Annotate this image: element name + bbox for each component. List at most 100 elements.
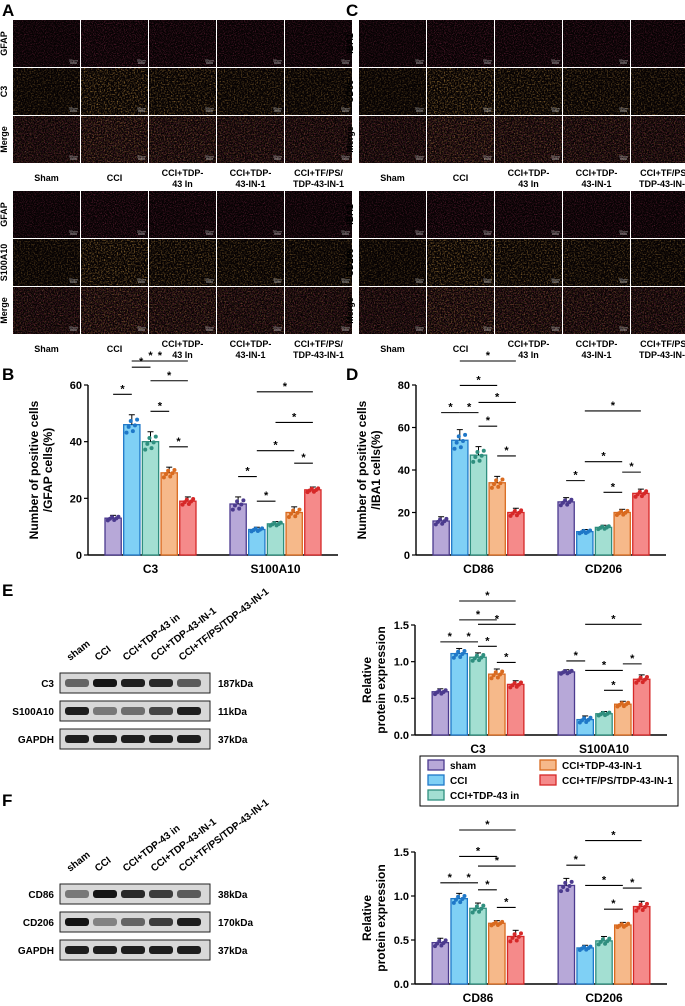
panel-letter-b: B xyxy=(2,365,14,384)
if-c2-scale-bar-label: 50 μm xyxy=(483,278,492,282)
data-point xyxy=(489,485,494,490)
if-c2-micrograph: 50 μm xyxy=(631,287,685,334)
blot-protein-label: C3 xyxy=(41,679,54,690)
if-c1-scale-bar-label: 50 μm xyxy=(483,155,492,159)
if-c1-row-label: Merge xyxy=(345,126,355,153)
data-point xyxy=(481,653,486,658)
data-point xyxy=(184,497,189,502)
data-point xyxy=(237,506,242,511)
lane-label: CCI xyxy=(93,855,114,874)
legend-swatch xyxy=(539,759,557,771)
western-blot-e: sham CCI CCI+TDP-43 inCCI+TDP-43-IN-1CCI+T… xyxy=(12,586,272,750)
if-a1-group-label: CCI xyxy=(107,173,123,183)
lane-label: CCI xyxy=(93,644,114,663)
data-point xyxy=(437,939,442,944)
if-c1-micrograph: 50 μm xyxy=(359,116,426,163)
if-c2-micrograph: 50 μm xyxy=(359,287,426,334)
significance-star: * xyxy=(504,651,509,663)
significance-star: * xyxy=(611,613,616,625)
blot-band xyxy=(149,918,173,926)
significance-star: * xyxy=(467,402,472,414)
bar xyxy=(632,678,651,736)
data-point xyxy=(161,475,166,480)
legend-label: CCI+TDP-43-IN-1 xyxy=(562,761,642,772)
legend-label: CCI+TDP-43 in xyxy=(450,791,519,802)
blot-band xyxy=(93,679,117,687)
if-c2-micrograph: 50 μm xyxy=(427,191,494,238)
if-a2-group-label: 43-IN-1 xyxy=(235,350,265,360)
chart-f: 0.0 0.5 1.0 1.5 Relative protein expression CD… xyxy=(360,819,667,1005)
bar xyxy=(104,517,122,556)
legend-swatch xyxy=(427,759,445,771)
if-a1-scale-bar-label: 50 μm xyxy=(273,107,282,111)
blot-band xyxy=(121,707,145,715)
if-c1-scale-bar-label: 50 μm xyxy=(551,155,560,159)
significance-star: * xyxy=(167,370,172,382)
if-a1-micrograph: 50 μm xyxy=(217,68,284,115)
data-point xyxy=(559,889,564,894)
significance-star: * xyxy=(629,461,634,473)
data-point xyxy=(619,922,624,927)
y-tick-label: 20 xyxy=(398,508,410,520)
data-point xyxy=(491,673,496,678)
if-a1-scale-bar-label: 50 μm xyxy=(341,107,350,111)
bar xyxy=(594,526,613,556)
significance-star: * xyxy=(176,436,181,448)
data-point xyxy=(588,528,593,533)
legend: sham CCI+TDP-43-IN-1 CCI CCI+TF/PS/TDP-43-I… xyxy=(419,755,679,807)
if-a2-group-label: CCI+TDP- xyxy=(162,339,204,349)
significance-star: * xyxy=(448,402,453,414)
bar xyxy=(179,500,197,556)
if-a1-micrograph: 50 μm xyxy=(13,68,80,115)
blot-band xyxy=(121,946,145,954)
significance-star: * xyxy=(495,855,500,867)
if-a1-scale-bar-label: 50 μm xyxy=(273,155,282,159)
bar xyxy=(632,492,650,556)
if-c1-micrograph: 50 μm xyxy=(427,116,494,163)
if-a2-scale-bar-label: 50 μm xyxy=(273,230,282,234)
bar xyxy=(469,656,487,736)
if-c2-group-label: CCI xyxy=(453,344,469,354)
data-point xyxy=(519,508,524,513)
y-axis-label: /IBA1 cells(%) xyxy=(369,430,383,509)
data-point xyxy=(474,653,479,658)
y-tick-label: 60 xyxy=(398,423,410,435)
bar xyxy=(613,924,632,985)
data-point xyxy=(479,453,484,458)
y-tick-label: 0.5 xyxy=(394,693,409,705)
if-a1-scale-bar-label: 50 μm xyxy=(205,59,214,63)
if-c2-micrograph: 50 μm xyxy=(563,191,630,238)
if-c2-scale-bar-label: 50 μm xyxy=(415,278,424,282)
bar xyxy=(488,482,506,556)
significance-star: * xyxy=(264,490,269,502)
data-point xyxy=(191,497,196,502)
data-point xyxy=(582,716,587,721)
data-point xyxy=(477,458,482,463)
data-point xyxy=(619,701,624,706)
data-point xyxy=(437,688,442,693)
if-a1-micrograph: 50 μm xyxy=(285,68,352,115)
if-c1-micrograph: 50 μm xyxy=(495,116,562,163)
data-point xyxy=(126,424,131,429)
if-c2-micrograph: 50 μm xyxy=(359,191,426,238)
bar xyxy=(557,671,576,736)
if-c1-micrograph: 50 μm xyxy=(427,20,494,67)
bar xyxy=(160,472,178,556)
y-tick-label: 1.5 xyxy=(394,847,409,859)
blot-band xyxy=(93,735,117,743)
if-a1-scale-bar-label: 50 μm xyxy=(205,107,214,111)
if-a1-group-label: CCI+TDP- xyxy=(162,168,204,178)
lane-label: sham xyxy=(65,850,92,875)
if-a2-scale-bar-label: 50 μm xyxy=(69,326,78,330)
y-tick-label: 40 xyxy=(398,465,410,477)
chart-e: 0.0 0.5 1.0 1.5 Relative protein expression C3… xyxy=(360,590,667,756)
if-c2-micrograph: 50 μm xyxy=(563,239,630,286)
if-a1-scale-bar-label: 50 μm xyxy=(273,59,282,63)
if-c1-group-label: 43 In xyxy=(518,179,539,189)
bar xyxy=(487,922,506,985)
if-a2-micrograph: 50 μm xyxy=(217,287,284,334)
data-point xyxy=(453,897,458,902)
significance-star: * xyxy=(611,898,616,910)
data-point xyxy=(494,478,499,483)
